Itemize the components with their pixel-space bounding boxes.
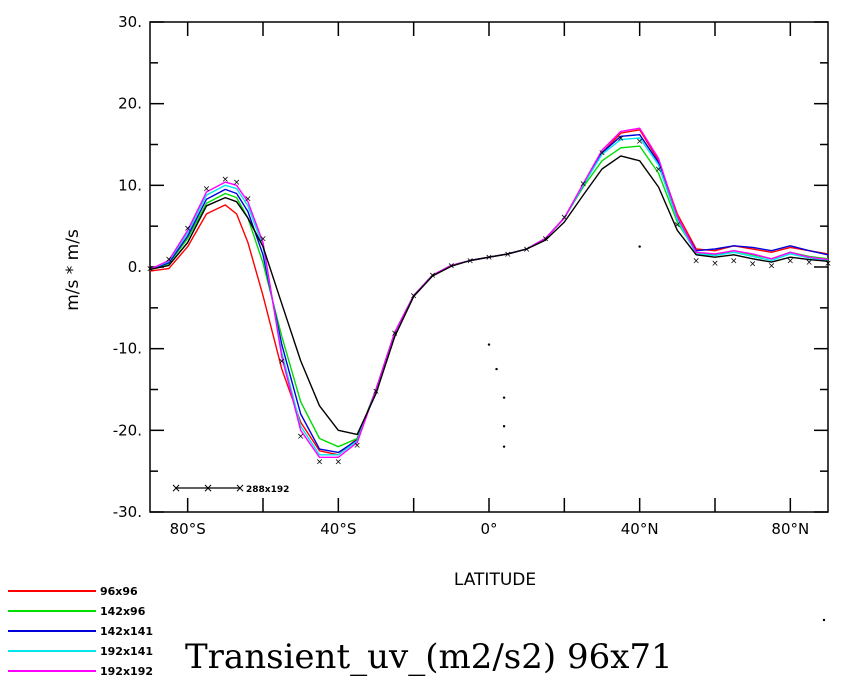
inner-legend-label: 288x192: [246, 485, 289, 495]
data-point-x-marker: ×: [824, 259, 832, 269]
data-point-x-marker: ×: [749, 260, 757, 270]
x-tick-label: 0°: [480, 520, 497, 538]
x-tick-label: 40°S: [320, 520, 356, 538]
series-line-142x141: [149, 133, 829, 454]
x-axis: 80°S 40°S 0° 40°N 80°N: [170, 22, 809, 538]
data-point-x-marker: ×: [372, 387, 380, 397]
series-line-192x192: [149, 127, 829, 458]
stray-point: [487, 343, 491, 346]
data-point-x-marker: ×: [787, 256, 795, 266]
data-point-x-marker: ×: [448, 261, 456, 271]
data-point-x-marker: ×: [244, 194, 252, 204]
plot-title: Transient_uv_(m2/s2) 96x71: [185, 637, 673, 677]
data-point-x-marker: ×: [233, 178, 241, 188]
data-point-x-marker: ×: [429, 271, 437, 281]
data-point-x-marker: ×: [561, 213, 569, 223]
data-point-x-marker: ×: [598, 149, 606, 159]
stray-point: [502, 396, 506, 399]
legend-label: 142x141: [100, 625, 153, 638]
y-tick-label: -30.: [113, 503, 142, 521]
y-tick-label: 10.: [118, 176, 142, 194]
legend-label: 142x96: [100, 605, 146, 618]
data-point-x-marker: ×: [542, 234, 550, 244]
data-point-x-marker: ×: [504, 250, 512, 260]
series-line-192x141: [149, 137, 829, 456]
y-tick-label: 30.: [118, 13, 142, 31]
plot-area: [149, 21, 829, 513]
data-point-x-marker: ×: [655, 165, 663, 175]
data-point-x-marker: ×: [316, 457, 324, 467]
legend-label: 192x192: [100, 665, 153, 678]
y-axis-title: m/s * m/s: [63, 229, 83, 311]
plot-frame: [149, 21, 829, 513]
series-layer: ××××× ×××××× ××××××× × × × ×××××× ×××× × × × × × × ×: [146, 127, 832, 467]
y-tick-label: 20.: [118, 95, 142, 113]
data-point-x-marker: ×: [579, 180, 587, 190]
inner-legend-marker: ×: [203, 481, 213, 495]
inner-legend: × × × 288x192: [171, 481, 289, 495]
series-line-reference: [149, 155, 829, 436]
stray-point: [638, 245, 641, 248]
legend: 96x96 142x96 142x141 192x141 192x192: [8, 585, 826, 678]
data-point-x-marker: ×: [711, 259, 719, 269]
series-line-96x96: [149, 129, 829, 456]
data-point-x-marker: ×: [297, 432, 305, 442]
data-point-x-marker: ×: [730, 256, 738, 266]
data-point-x-marker: ×: [335, 457, 343, 467]
stray-dot: [822, 618, 826, 622]
x-tick-label: 80°N: [771, 520, 809, 538]
y-axis: 30. 20. 10. 0. -10. -20. -30.: [113, 13, 828, 521]
legend-label: 96x96: [100, 585, 138, 598]
y-tick-label: -20.: [113, 421, 142, 439]
inner-legend-marker: ×: [171, 481, 181, 495]
data-point-x-marker: ×: [523, 245, 531, 255]
data-point-x-marker: ×: [410, 292, 418, 302]
series-line-142x96: [149, 145, 829, 448]
data-point-x-marker: ×: [203, 185, 211, 195]
stray-point: [502, 425, 506, 428]
x-tick-label: 80°S: [170, 520, 206, 538]
y-tick-label: 0.: [128, 258, 142, 276]
stray-point: [502, 445, 506, 448]
data-point-x-marker: ×: [617, 134, 625, 144]
data-point-x-marker: ×: [184, 224, 192, 234]
inner-legend-marker: ×: [235, 481, 245, 495]
data-point-x-marker: ×: [353, 441, 361, 451]
legend-label: 192x141: [100, 645, 153, 658]
x-axis-title: LATITUDE: [454, 570, 536, 590]
series-288x192-markers: ××××× ×××××× ××××××× × × × ×××××× ×××× × × × × × × ×: [146, 134, 832, 467]
data-point-x-marker: ×: [146, 265, 154, 275]
x-tick-label: 40°N: [621, 520, 659, 538]
data-point-x-marker: ×: [222, 175, 230, 185]
data-point-x-marker: ×: [805, 258, 813, 268]
data-point-x-marker: ×: [391, 329, 399, 339]
data-point-x-marker: ×: [768, 261, 776, 271]
data-point-x-marker: ×: [466, 256, 474, 266]
data-point-x-marker: ×: [674, 221, 682, 231]
y-tick-label: -10.: [113, 340, 142, 358]
data-point-x-marker: ×: [259, 234, 267, 244]
data-point-x-marker: ×: [278, 357, 286, 367]
data-point-x-marker: ×: [636, 137, 644, 147]
data-point-x-marker: ×: [165, 255, 173, 265]
data-point-x-marker: ×: [692, 256, 700, 266]
data-point-x-marker: ×: [485, 253, 493, 263]
stray-point: [495, 367, 498, 371]
